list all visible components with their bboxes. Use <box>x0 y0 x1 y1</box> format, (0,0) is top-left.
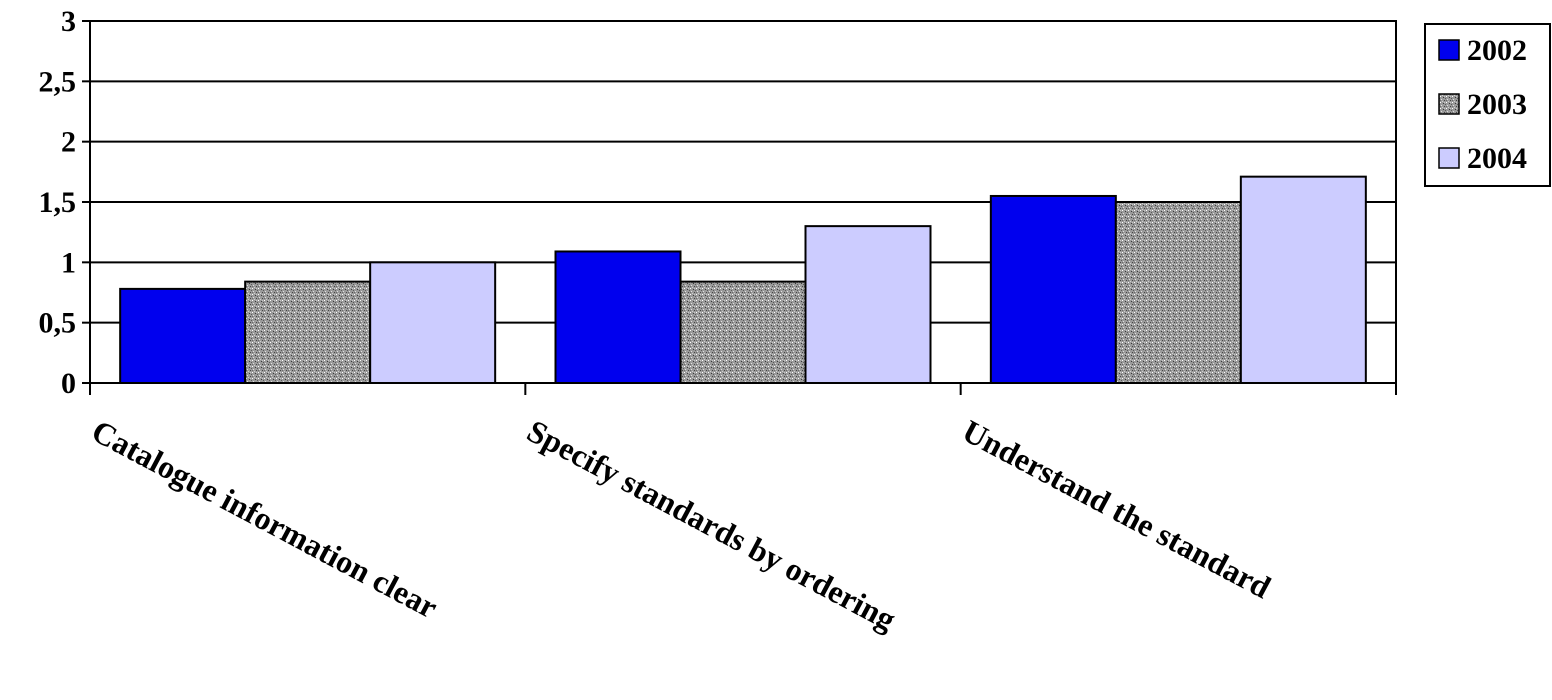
x-tick-label: Specify standards by ordering <box>521 412 901 637</box>
legend-swatch-2003 <box>1438 93 1460 115</box>
y-tick-label: 2 <box>61 126 76 159</box>
bar-2002-3 <box>989 194 1117 384</box>
bar-2003-2 <box>679 280 807 385</box>
y-tick-label: 1,5 <box>39 186 77 219</box>
bar-2002-1 <box>119 287 247 385</box>
legend-label-2002: 2002 <box>1467 34 1527 67</box>
x-tick-label: Catalogue information clear <box>86 412 443 625</box>
bar-2004-1 <box>369 261 497 385</box>
bars <box>119 175 1367 385</box>
legend-label-2004: 2004 <box>1467 142 1527 175</box>
bar-2003-1 <box>244 280 372 385</box>
axes <box>82 20 1397 395</box>
bar-2003-3 <box>1114 201 1242 384</box>
y-tick-labels: 0 0,5 1 1,5 2 2,5 3 <box>39 5 77 400</box>
y-tick-label: 0,5 <box>39 307 77 340</box>
y-tick-label: 3 <box>61 5 76 38</box>
legend-swatch-2004 <box>1438 147 1460 169</box>
legend: 2002 2003 2004 <box>1424 23 1551 187</box>
legend-swatch-2002 <box>1438 39 1460 61</box>
y-tick-label: 2,5 <box>39 65 77 98</box>
bar-2004-2 <box>804 225 932 384</box>
x-tick-labels: Catalogue information clear Specify stand… <box>86 412 1277 637</box>
bar-2004-3 <box>1239 175 1367 384</box>
y-tick-label: 0 <box>61 367 76 400</box>
y-tick-label: 1 <box>61 246 76 279</box>
legend-label-2003: 2003 <box>1467 88 1527 121</box>
bar-2002-2 <box>554 250 682 384</box>
x-tick-label: Understand the standard <box>957 412 1277 605</box>
